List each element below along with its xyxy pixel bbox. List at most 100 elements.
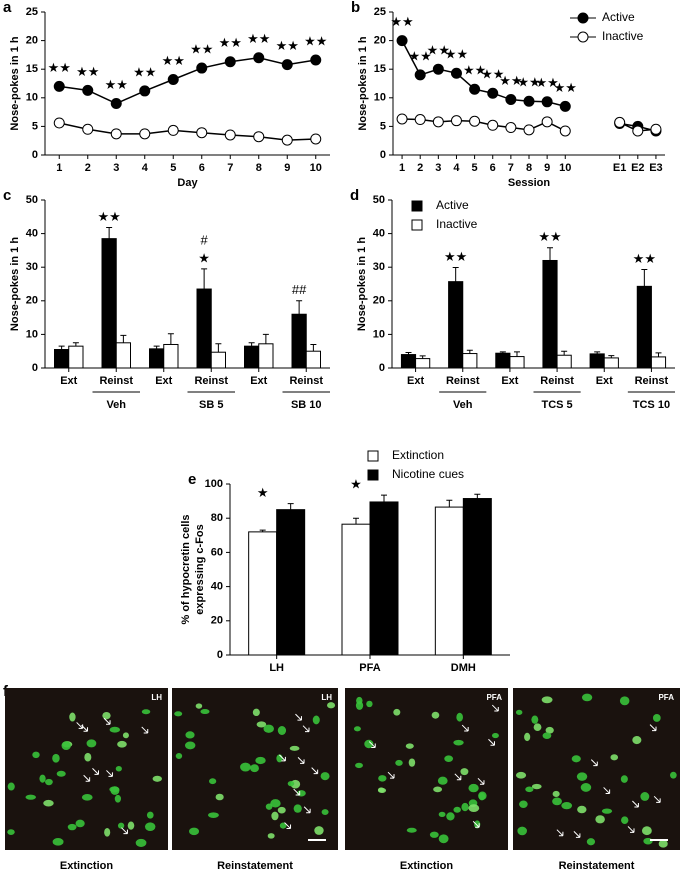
y-tick-label: 30	[26, 261, 38, 273]
x-tick-label: Ext	[250, 375, 267, 387]
cell	[277, 806, 286, 814]
series-line	[59, 122, 316, 141]
point	[110, 128, 122, 140]
cell	[658, 839, 668, 848]
significance-star: ★★	[247, 31, 270, 46]
cell	[263, 724, 274, 733]
point	[487, 87, 499, 99]
cell	[531, 783, 542, 790]
cell	[491, 732, 499, 739]
error-bar	[287, 503, 294, 510]
significance-star: ★★	[463, 63, 486, 78]
y-axis-title: % of hypocretin cells	[180, 514, 192, 624]
cell	[533, 723, 542, 732]
point	[110, 98, 122, 110]
point	[281, 134, 293, 146]
x-tick-label: Reinst	[194, 375, 228, 387]
region-tag: PFA	[658, 693, 674, 702]
point	[196, 62, 208, 74]
cell	[69, 712, 76, 722]
arrow	[488, 738, 495, 746]
bar	[603, 357, 619, 369]
y-tick-label: 10	[26, 92, 38, 104]
bar	[369, 501, 399, 656]
x-tick-label: 1	[56, 162, 62, 174]
arrow	[121, 827, 128, 835]
cell	[438, 834, 449, 844]
arrow	[295, 713, 302, 721]
bar	[244, 345, 260, 369]
significance-star: ★★	[133, 64, 156, 79]
cell	[586, 838, 596, 846]
cell	[571, 755, 581, 763]
bar	[305, 350, 321, 369]
group-label: TCS 5	[541, 399, 572, 411]
x-tick-label: Ext	[407, 375, 424, 387]
cell	[279, 822, 287, 829]
significance-star: ★★	[162, 53, 185, 68]
cell	[552, 790, 560, 798]
cell	[545, 726, 554, 734]
legend-label: Inactive	[602, 29, 644, 43]
cell	[581, 693, 593, 702]
legend-label: Inactive	[436, 217, 478, 231]
bar	[276, 509, 306, 656]
cell	[393, 708, 401, 716]
arrow	[92, 768, 99, 775]
error-bar	[466, 349, 473, 354]
cell	[314, 826, 324, 835]
significance-star: ★★	[538, 229, 561, 244]
micrograph-bg	[513, 688, 680, 850]
point	[414, 69, 426, 81]
x-tick-label: 2	[417, 162, 423, 174]
significance-star: ★★	[499, 73, 522, 88]
bar	[434, 506, 464, 656]
point	[632, 125, 644, 137]
x-tick-label: 10	[310, 162, 322, 174]
legend-swatch	[367, 450, 379, 462]
cell	[356, 696, 363, 705]
y-tick-label: 10	[374, 92, 386, 104]
arrow	[387, 771, 395, 779]
error-bar	[499, 351, 506, 354]
cell	[270, 799, 281, 808]
point	[469, 83, 481, 95]
significance-star: ★	[350, 477, 362, 492]
x-tick-label: 10	[559, 162, 571, 174]
error-bar	[259, 529, 266, 532]
y-tick-label: 20	[373, 295, 385, 307]
y-axis-title: expressing c-Fos	[194, 524, 206, 614]
cell	[395, 759, 403, 766]
x-tick-label: Reinst	[289, 375, 323, 387]
point	[650, 123, 662, 135]
arrow	[556, 829, 564, 837]
cell	[256, 721, 267, 728]
micrograph	[172, 688, 338, 850]
point	[469, 115, 481, 127]
point	[281, 59, 293, 71]
cell	[52, 838, 64, 846]
y-tick-label: 5	[380, 120, 386, 132]
error-bar	[72, 342, 79, 347]
cell	[525, 786, 534, 793]
arrow	[491, 704, 499, 712]
error-bar	[381, 494, 387, 502]
cell	[195, 703, 203, 709]
cell	[437, 776, 448, 785]
x-tick-label: 7	[508, 162, 514, 174]
cell	[366, 700, 373, 708]
y-tick-label: 80	[211, 512, 223, 524]
x-tick-label: 9	[284, 162, 290, 174]
cell	[265, 803, 273, 810]
significance-star: ★★	[190, 41, 213, 56]
x-tick-label: Reinst	[446, 375, 480, 387]
group-label: SB 5	[199, 399, 223, 411]
legend-swatch	[367, 469, 379, 481]
cell	[250, 764, 259, 773]
micrograph	[345, 688, 508, 850]
cell	[364, 739, 374, 749]
cell	[433, 786, 443, 793]
cell	[215, 793, 224, 801]
point	[505, 94, 517, 106]
